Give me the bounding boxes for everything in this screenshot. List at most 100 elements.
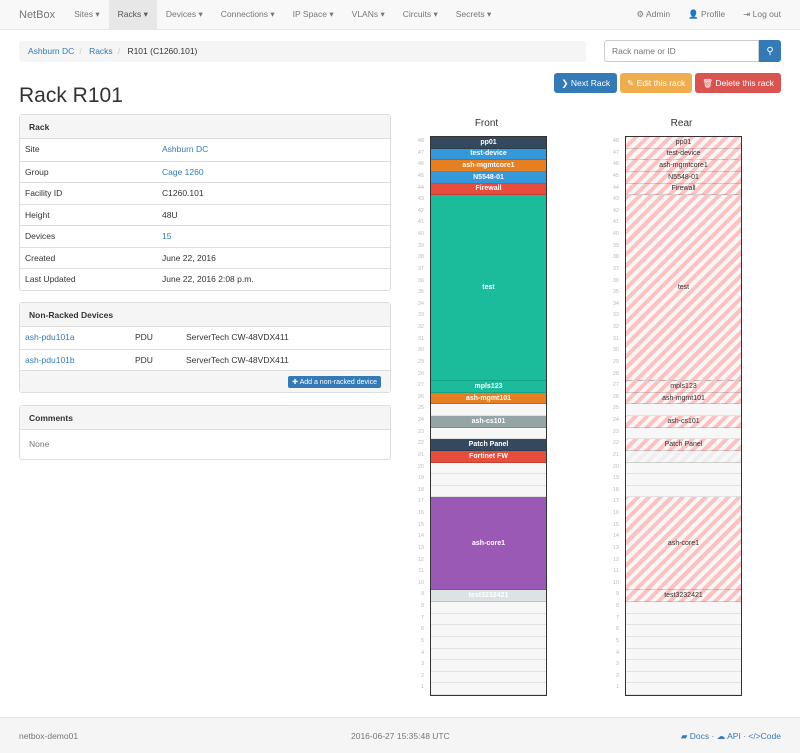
nav-sites[interactable]: Sites ▾ (74, 9, 100, 19)
unit-number: 39 (612, 242, 619, 249)
rack-unit-slot[interactable] (431, 637, 546, 649)
rack-device[interactable]: N5548-01 (431, 171, 546, 184)
rack-unit-slot[interactable] (626, 660, 741, 672)
rack-device[interactable]: ash-core1 (626, 497, 741, 591)
nav-profile[interactable]: 👤 Profile (679, 0, 734, 29)
attr-label: Height (25, 209, 50, 220)
edit-rack-button[interactable]: ✎ Edit this rack (620, 73, 693, 93)
rack-device[interactable]: Firewall (431, 183, 546, 196)
rack-device[interactable]: pp01 (626, 137, 741, 149)
nav-ip-space[interactable]: IP Space ▾ (292, 9, 334, 19)
search-button[interactable]: ⚲ (759, 40, 781, 62)
unit-number: 17 (417, 498, 424, 505)
rack-unit-slot[interactable] (431, 404, 546, 416)
nav-secrets[interactable]: Secrets ▾ (455, 9, 492, 19)
rack-unit-slot[interactable] (626, 649, 741, 661)
attr-value[interactable]: Ashburn DC (162, 144, 209, 154)
rack-unit-slot[interactable] (431, 672, 546, 684)
unit-number: 23 (417, 428, 424, 435)
rack-device[interactable]: test (626, 195, 741, 382)
rack-unit-slot[interactable] (431, 463, 546, 475)
device-link[interactable]: ash-pdu101a (25, 332, 75, 342)
rack-device[interactable]: ash-cs101 (431, 416, 546, 428)
next-rack-label: Next Rack (570, 78, 611, 88)
rack-device[interactable]: mpls123 (626, 381, 741, 393)
unit-number: 31 (417, 335, 424, 342)
next-rack-button[interactable]: ❯ Next Rack (554, 73, 618, 93)
rack-device[interactable]: ash-mgmt101 (626, 392, 741, 405)
nav-racks[interactable]: Racks ▾ (108, 0, 157, 29)
search-input[interactable] (604, 40, 759, 62)
attr-value[interactable]: 15 (162, 231, 172, 241)
rack-unit-slot[interactable] (626, 625, 741, 637)
rack-device[interactable]: ash-cs101 (626, 416, 741, 428)
rack-unit-slot[interactable] (431, 486, 546, 498)
nav-circuits[interactable]: Circuits ▾ (402, 9, 438, 19)
rack-unit-slot[interactable] (626, 602, 741, 614)
rack-unit-slot[interactable] (626, 404, 741, 416)
rack-unit-slot[interactable] (431, 683, 546, 695)
nav-label: Secrets (455, 9, 485, 19)
rack-device[interactable]: test-device (431, 148, 546, 161)
rack-unit-slot[interactable] (626, 683, 741, 695)
rack-device[interactable]: test3232421 (626, 590, 741, 602)
device-link[interactable]: ash-pdu101b (25, 354, 75, 365)
unit-number: 3 (615, 661, 619, 668)
rack-device[interactable]: Fortinet FW (431, 450, 546, 463)
rack-unit-slot[interactable] (431, 614, 546, 626)
rack-device[interactable]: ash-core1 (431, 497, 546, 591)
rack-unit-slot[interactable] (431, 602, 546, 614)
rack-device[interactable]: Patch Panel (431, 439, 546, 451)
nav-connections[interactable]: Connections ▾ (220, 9, 275, 19)
rack-device[interactable]: ash-mgmtcore1 (431, 160, 546, 172)
rack-device[interactable]: test3232421 (431, 590, 546, 602)
rack-device[interactable]: N5548-01 (626, 171, 741, 184)
rack-device[interactable]: test-device (626, 148, 741, 161)
rack-device[interactable]: mpls123 (431, 381, 546, 393)
rack-device[interactable]: ash-mgmtcore1 (626, 160, 741, 172)
search-icon: ⚲ (766, 45, 774, 57)
add-label: Add a non-racked device (299, 379, 377, 386)
unit-number: 14 (417, 533, 424, 540)
nav-devices[interactable]: Devices ▾ (165, 9, 203, 19)
code-link[interactable]: </>Code (748, 731, 781, 741)
rack-unit-slot[interactable] (431, 625, 546, 637)
brand-logo[interactable]: NetBox (19, 8, 56, 21)
docs-link[interactable]: ▰ Docs (680, 731, 710, 741)
rack-unit-slot[interactable] (626, 474, 741, 486)
rack-unit-slot[interactable] (431, 660, 546, 672)
rack-unit-slot[interactable] (626, 614, 741, 626)
rack-unit-slot[interactable] (431, 428, 546, 440)
rack-unit-slot[interactable] (626, 428, 741, 440)
unit-number: 12 (612, 556, 619, 563)
rack-device[interactable]: test (431, 195, 546, 382)
rack-attr-row: Height 48U (20, 203, 390, 226)
nav-admin[interactable]: ⚙ Admin (627, 0, 679, 29)
rack-device[interactable]: pp01 (431, 137, 546, 149)
rack-device[interactable]: Patch Panel (626, 439, 741, 451)
rack-unit-slot[interactable] (626, 637, 741, 649)
add-non-racked-device-button[interactable]: ✚ Add a non-racked device (288, 376, 381, 388)
attr-value[interactable]: Cage 1260 (162, 166, 204, 177)
unit-number: 32 (417, 324, 424, 330)
nav-label: Profile (701, 9, 726, 19)
rack-device[interactable] (626, 450, 741, 463)
rack-unit-slot[interactable] (626, 463, 741, 475)
unit-number: 39 (417, 242, 424, 249)
rack-unit-slot[interactable] (431, 474, 546, 486)
rack-unit-slot[interactable] (626, 486, 741, 498)
breadcrumb-racks[interactable]: Racks (89, 46, 113, 56)
non-racked-row: ash-pdu101a PDU ServerTech CW-48VDX411 (20, 327, 390, 349)
unit-number: 6 (420, 626, 424, 633)
nav-log-out[interactable]: ⇥ Log out (734, 0, 790, 29)
api-link[interactable]: ☁ API (716, 731, 741, 741)
delete-rack-button[interactable]: 🗑 Delete this rack (695, 73, 781, 93)
rack-device[interactable]: Firewall (626, 183, 741, 196)
unit-number: 47 (612, 149, 619, 156)
breadcrumb-site[interactable]: Ashburn DC (28, 46, 75, 56)
rack-unit-slot[interactable] (431, 649, 546, 661)
breadcrumb-current: R101 (C1260.101) (127, 46, 198, 56)
nav-vlans[interactable]: VLANs ▾ (351, 9, 385, 19)
rack-unit-slot[interactable] (626, 672, 741, 684)
rack-device[interactable]: ash-mgmt101 (431, 392, 546, 405)
